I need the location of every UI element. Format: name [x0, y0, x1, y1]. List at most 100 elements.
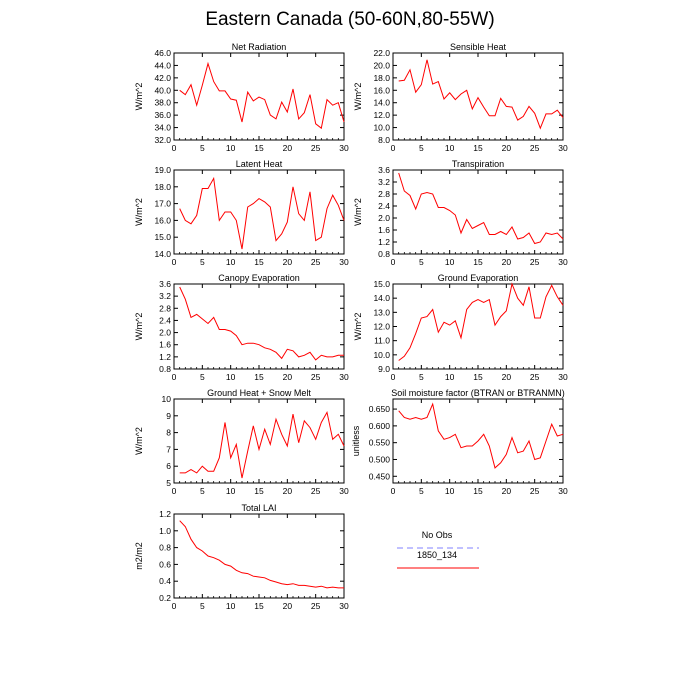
x-tick-label: 0 — [391, 372, 396, 382]
y-tick-label: 12.0 — [373, 322, 390, 332]
series-line — [179, 176, 345, 250]
panel-6: Ground Evaporation 0 5 10 15 20 25 30 9.0 10.0 11.… — [353, 273, 568, 382]
y-tick-label: 1.2 — [159, 509, 171, 519]
x-tick-label: 10 — [226, 601, 236, 611]
y-tick-label: 2.8 — [378, 189, 390, 199]
x-tick-label: 25 — [530, 143, 540, 153]
y-tick-label: 0.2 — [159, 593, 171, 603]
series-line — [398, 172, 564, 245]
legend-label: 1850_134 — [417, 550, 457, 560]
y-tick-label: 9 — [166, 411, 171, 421]
y-tick-label: 3.2 — [159, 291, 171, 301]
y-tick-label: 32.0 — [154, 135, 171, 145]
series-line — [398, 402, 564, 469]
y-tick-label: 0.4 — [159, 576, 171, 586]
x-tick-label: 25 — [311, 372, 321, 382]
x-tick-label: 30 — [339, 372, 349, 382]
y-axis-label: unitless — [351, 425, 361, 456]
panel-title: Ground Heat + Snow Melt — [207, 388, 311, 398]
y-tick-label: 13.0 — [373, 307, 390, 317]
y-tick-label: 22.0 — [373, 48, 390, 58]
panel-3: Latent Heat 0 5 10 15 20 25 30 14.0 15.0 16.0 17.0 1… — [134, 159, 349, 267]
x-tick-label: 15 — [254, 601, 264, 611]
x-tick-label: 0 — [172, 143, 177, 153]
x-tick-label: 20 — [283, 143, 293, 153]
x-tick-label: 25 — [530, 257, 540, 267]
y-tick-label: 11.0 — [374, 336, 390, 346]
panel-8: Soil moisture factor (BTRAN or BTRANMN)0… — [351, 388, 568, 496]
panel-title: Latent Heat — [236, 159, 283, 169]
y-axis-label: W/m^2 — [134, 83, 144, 111]
x-tick-label: 0 — [391, 257, 396, 267]
y-tick-label: 0.8 — [378, 249, 390, 259]
y-tick-label: 14.0 — [373, 98, 390, 108]
x-tick-label: 30 — [339, 143, 349, 153]
x-tick-label: 30 — [558, 143, 568, 153]
y-tick-label: 3.6 — [378, 165, 390, 175]
x-tick-label: 10 — [226, 372, 236, 382]
panel-title: Canopy Evaporation — [218, 273, 300, 283]
x-tick-label: 30 — [339, 486, 349, 496]
y-tick-label: 0.8 — [159, 364, 171, 374]
series-line — [179, 286, 344, 361]
x-tick-label: 25 — [311, 143, 321, 153]
y-tick-label: 2.8 — [159, 303, 171, 313]
y-tick-label: 3.2 — [378, 177, 390, 187]
x-tick-label: 5 — [200, 143, 205, 153]
x-tick-label: 5 — [419, 372, 424, 382]
series-line — [398, 282, 564, 361]
panel-9: Total LAI 0 5 10 15 20 25 30 0.2 0.4 0.6 0.8 1.0 1.2 m… — [134, 503, 349, 611]
y-tick-label: 1.2 — [159, 352, 171, 362]
y-axis-label: m2/m2 — [134, 542, 144, 570]
y-tick-label: 2.0 — [159, 328, 171, 338]
x-tick-label: 25 — [311, 601, 321, 611]
y-tick-label: 2.4 — [378, 201, 390, 211]
y-tick-label: 2.4 — [159, 315, 171, 325]
y-axis-label: W/m^2 — [353, 198, 363, 226]
plot-frame — [392, 52, 564, 141]
y-tick-label: 8 — [166, 428, 171, 438]
x-tick-label: 15 — [473, 372, 483, 382]
plot-frame — [173, 398, 345, 484]
x-tick-label: 15 — [473, 143, 483, 153]
y-tick-label: 12.0 — [373, 110, 390, 120]
x-tick-label: 30 — [558, 372, 568, 382]
y-tick-label: 16.0 — [373, 85, 390, 95]
x-tick-label: 5 — [419, 486, 424, 496]
panel-title: Ground Evaporation — [438, 273, 519, 283]
y-axis-label: W/m^2 — [353, 83, 363, 111]
y-tick-label: 18.0 — [373, 73, 390, 83]
y-tick-label: 40.0 — [154, 85, 171, 95]
panel-5: Canopy Evaporation 0 5 10 15 20 25 30 0.8 1.2 1.6 2… — [134, 273, 349, 382]
x-tick-label: 10 — [226, 143, 236, 153]
y-tick-label: 10.0 — [373, 123, 390, 133]
y-axis-label: W/m^2 — [353, 313, 363, 341]
y-tick-label: 1.0 — [159, 526, 171, 536]
x-tick-label: 0 — [172, 486, 177, 496]
y-tick-label: 0.500 — [369, 454, 391, 464]
x-tick-label: 0 — [172, 372, 177, 382]
legend: No Obs 1850_134 — [397, 530, 479, 569]
y-tick-label: 36.0 — [154, 110, 171, 120]
y-tick-label: 6 — [166, 461, 171, 471]
y-tick-label: 5 — [166, 478, 171, 488]
panel-title: Net Radiation — [232, 42, 287, 52]
y-tick-label: 0.6 — [159, 559, 171, 569]
y-tick-label: 44.0 — [154, 60, 171, 70]
y-axis-label: W/m^2 — [134, 198, 144, 226]
x-tick-label: 20 — [502, 486, 512, 496]
panel-title: Sensible Heat — [450, 42, 507, 52]
y-tick-label: 10 — [162, 394, 172, 404]
x-tick-label: 25 — [311, 486, 321, 496]
y-tick-label: 34.0 — [154, 123, 171, 133]
x-tick-label: 5 — [419, 143, 424, 153]
x-tick-label: 5 — [200, 257, 205, 267]
panel-4: Transpiration 0 5 10 15 20 25 30 0.8 1.2 1.6 2.0 2.4… — [353, 159, 568, 267]
figure-title: Eastern Canada (50-60N,80-55W) — [205, 9, 495, 30]
series-line — [179, 61, 345, 130]
y-tick-label: 10.0 — [373, 350, 390, 360]
plot-frame — [173, 283, 345, 370]
x-tick-label: 20 — [502, 143, 512, 153]
x-tick-label: 25 — [530, 372, 540, 382]
